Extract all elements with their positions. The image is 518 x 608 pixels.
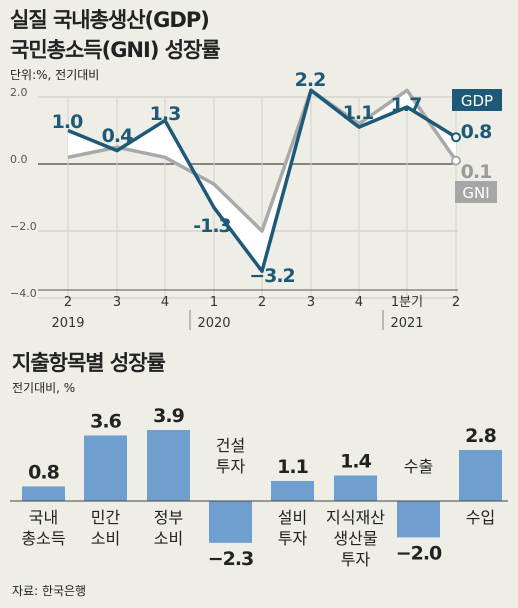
gdp-legend-label: GDP [461, 92, 493, 110]
x-tick-label: 4 [161, 295, 169, 310]
bar-value-label: −2.0 [396, 542, 442, 564]
bar [209, 501, 252, 543]
source-note: 자료: 한국은행 [12, 584, 87, 598]
bar-category-label: 수출 [404, 457, 433, 476]
gdp-data-label: 1.0 [52, 111, 83, 133]
gni-data-label: 0.1 [461, 161, 492, 183]
bar-value-label: 2.8 [465, 425, 496, 447]
bar-category-label: 생산물 [333, 529, 377, 548]
bar-category-label: 총소득 [21, 529, 65, 548]
bar [84, 435, 127, 501]
gni-end-point [451, 155, 461, 166]
gdp-data-label: -1.3 [193, 215, 231, 237]
gdp-data-label: 1.1 [343, 102, 374, 124]
gdp-data-label: −3.2 [249, 265, 295, 287]
bar-category-label: 투자 [341, 550, 371, 569]
bar-category-label: 국내 [29, 508, 58, 527]
gdp-data-label: 1.7 [391, 94, 422, 116]
gdp-series-line [67, 88, 457, 273]
year-label: 2021 [390, 316, 423, 331]
x-tick-label: 3 [307, 295, 315, 310]
expenditure-unit-label: 전기대비, % [12, 381, 76, 395]
x-tick-label: 2 [64, 295, 72, 310]
bar [397, 501, 440, 538]
bar-value-label: 3.6 [90, 410, 121, 432]
y-tick-label: 0.0 [10, 153, 28, 166]
gdp-data-label: 0.8 [461, 121, 492, 143]
expenditure-title: 지출항목별 성장률 [12, 351, 166, 375]
y-tick-label: 2.0 [10, 86, 28, 99]
bar [271, 480, 314, 501]
x-tick-label: 1분기 [391, 295, 423, 310]
gni-legend-label: GNI [462, 184, 489, 202]
gni-series-line [67, 88, 458, 233]
bar-category-label: 소비 [91, 529, 120, 548]
bar [334, 475, 377, 501]
bar [22, 486, 65, 501]
bar-value-label: −2.3 [208, 548, 254, 570]
bar-category-label: 정부 [154, 508, 183, 527]
gdp-data-label: 0.4 [102, 125, 133, 147]
gdp-data-label: 1.3 [150, 103, 181, 125]
bar-category-label: 수입 [466, 508, 495, 527]
bar-category-label: 투자 [216, 457, 246, 476]
year-label: 2019 [51, 316, 84, 331]
gdp-legend-tag [452, 89, 502, 111]
y-tick-label: −2.0 [10, 220, 37, 233]
bar-category-label: 소비 [154, 529, 183, 548]
chart-title: 실질 국내총생산(GDP) [10, 8, 210, 32]
gni-legend-tag [455, 181, 497, 203]
gap-fill-area [68, 90, 456, 272]
x-tick-label: 3 [113, 295, 121, 310]
x-tick-label: 1 [210, 295, 218, 310]
x-tick-label: 2 [258, 295, 266, 310]
gdp-data-label: 2.2 [295, 69, 326, 91]
bar-value-label: 1.4 [340, 451, 371, 473]
bar-category-label: 민간 [91, 508, 121, 527]
unit-label: 단위:%, 전기대비 [10, 68, 100, 82]
bar [459, 450, 502, 501]
bar-value-label: 1.1 [277, 456, 308, 478]
gdp-end-point [451, 132, 461, 143]
bar-category-label: 설비 [278, 508, 307, 527]
bar [147, 430, 190, 501]
bar-value-label: 0.8 [28, 461, 59, 483]
bar-value-label: 3.9 [153, 405, 184, 427]
chart-subtitle: 국민총소득(GNI) 성장률 [10, 38, 221, 62]
bar-category-label: 투자 [278, 529, 308, 548]
bar-category-label: 건설 [216, 436, 245, 455]
bar-category-label: 지식재산 [326, 508, 385, 527]
x-tick-label: 4 [355, 295, 363, 310]
x-tick-label: 2 [452, 295, 460, 310]
y-tick-label: −4.0 [10, 287, 37, 300]
year-label: 2020 [197, 316, 230, 331]
